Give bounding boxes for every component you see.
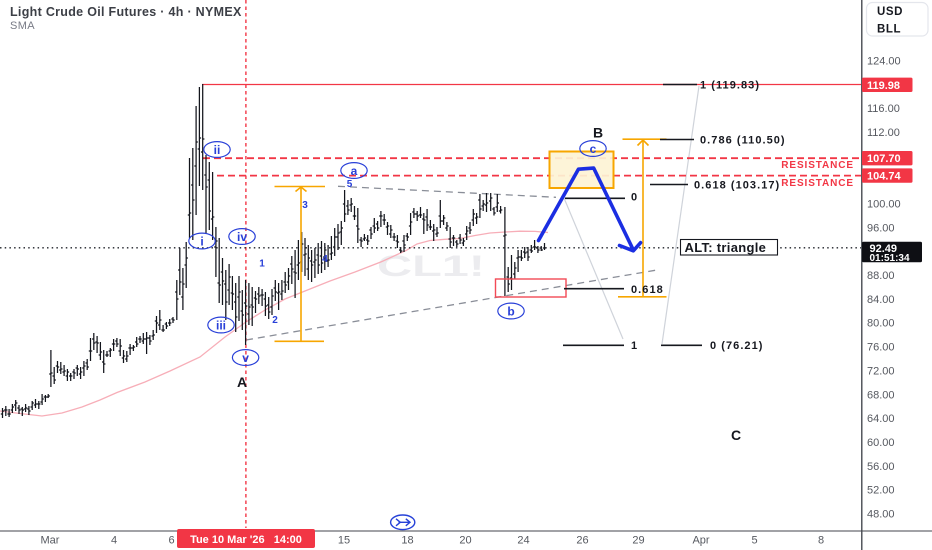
svg-text:8: 8 [818,535,824,547]
svg-text:iv: iv [237,230,247,244]
svg-text:76.00: 76.00 [867,342,895,354]
svg-text:119.98: 119.98 [867,80,900,92]
svg-text:Tue 10 Mar '26 14:00: Tue 10 Mar '26 14:00 [190,534,302,546]
svg-text:20: 20 [459,535,471,547]
svg-text:2: 2 [272,315,278,326]
svg-text:a: a [351,164,358,178]
svg-text:5: 5 [347,179,353,190]
svg-text:52.00: 52.00 [867,485,895,497]
svg-text:1: 1 [631,340,638,352]
svg-text:RESISTANCE: RESISTANCE [781,160,854,171]
svg-text:C: C [731,427,741,443]
svg-text:88.00: 88.00 [867,270,895,282]
svg-text:ii: ii [214,143,221,157]
svg-text:15: 15 [338,535,350,547]
svg-text:29: 29 [632,535,644,547]
svg-text:24: 24 [517,535,529,547]
svg-text:84.00: 84.00 [867,294,895,306]
svg-text:26: 26 [576,535,588,547]
svg-text:1: 1 [259,259,265,270]
svg-text:72.00: 72.00 [867,365,895,377]
svg-text:c: c [590,142,597,156]
svg-text:USD: USD [877,6,903,18]
svg-text:92.49: 92.49 [870,243,898,255]
svg-text:68.00: 68.00 [867,389,895,401]
svg-text:124.00: 124.00 [867,55,901,67]
svg-text:Apr: Apr [692,535,709,547]
svg-text:6: 6 [168,535,174,547]
svg-text:0 (76.21): 0 (76.21) [710,340,763,352]
svg-text:i: i [200,234,203,248]
svg-text:112.00: 112.00 [867,127,900,139]
svg-text:4: 4 [111,535,117,547]
svg-text:18: 18 [401,535,413,547]
svg-text:0.786 (110.50): 0.786 (110.50) [700,135,786,147]
svg-text:RESISTANCE: RESISTANCE [781,178,854,189]
svg-text:v: v [242,351,249,365]
svg-text:Light Crude Oil Futures · 4h ·: Light Crude Oil Futures · 4h · NYMEX [10,5,242,19]
svg-text:80.00: 80.00 [867,318,895,330]
svg-text:B: B [593,125,603,141]
svg-text:b: b [507,304,514,318]
svg-text:4: 4 [322,254,328,265]
svg-text:0.618: 0.618 [631,284,664,296]
svg-text:CL1!: CL1! [377,250,485,283]
svg-text:107.70: 107.70 [867,153,901,165]
svg-text:1 (119.83): 1 (119.83) [700,80,760,92]
svg-text:116.00: 116.00 [867,103,900,115]
svg-text:64.00: 64.00 [867,413,895,425]
svg-text:48.00: 48.00 [867,509,895,521]
svg-text:104.74: 104.74 [867,171,902,183]
svg-text:SMA: SMA [10,20,35,32]
svg-text:BLL: BLL [877,23,901,35]
svg-text:A: A [237,374,247,390]
svg-text:5: 5 [751,535,757,547]
svg-text:56.00: 56.00 [867,461,895,473]
svg-text:100.00: 100.00 [867,199,901,211]
svg-text:0.618 (103.17): 0.618 (103.17) [694,180,780,192]
svg-text:60.00: 60.00 [867,437,895,449]
svg-text:Mar: Mar [41,535,60,547]
svg-text:96.00: 96.00 [867,222,895,234]
svg-text:ALT: triangle: ALT: triangle [685,240,767,255]
svg-text:01:51:34: 01:51:34 [870,253,910,264]
svg-text:0: 0 [631,191,638,203]
svg-text:3: 3 [302,200,308,211]
svg-text:iii: iii [216,318,226,332]
